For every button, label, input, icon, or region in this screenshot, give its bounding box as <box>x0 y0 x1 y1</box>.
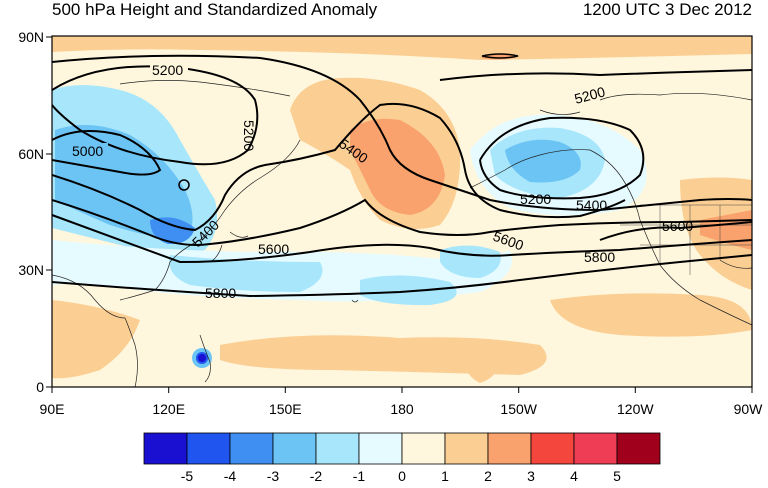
colorbar: -5 -4 -3 -2 -1 0 1 2 3 4 5 <box>143 432 661 484</box>
anomaly-region-positive-strong <box>350 118 445 215</box>
lon-tick-label: 90E <box>40 401 65 417</box>
anomaly-region-negative-strongest <box>150 217 195 245</box>
anomaly-region-positive <box>52 300 140 379</box>
contour-label-bg <box>70 143 108 157</box>
contour-label: 5200 <box>520 191 551 207</box>
anomaly-region-negative <box>360 275 457 306</box>
map-title: 500 hPa Height and Standardized Anomaly <box>52 0 378 19</box>
contour-5600-us <box>599 221 752 241</box>
contour-5600 <box>52 198 752 246</box>
coastline <box>539 109 581 115</box>
colorbar-swatch <box>444 432 489 465</box>
anomaly-region-negative <box>169 255 323 292</box>
contour-5600-south <box>52 214 752 264</box>
anomaly-region-positive <box>550 293 752 337</box>
colorbar-swatch <box>143 432 188 465</box>
contour-label: 5800 <box>205 285 236 301</box>
contour-5000 <box>52 130 162 176</box>
lon-tick-label: 180 <box>390 401 414 417</box>
colorbar-label: 0 <box>398 468 406 484</box>
contour-label: 5600 <box>258 241 289 257</box>
colorbar-label: -4 <box>224 468 237 484</box>
closed-low <box>178 179 190 191</box>
lat-tick-label: 0 <box>36 379 44 395</box>
lat-tick-label: 60N <box>18 146 44 162</box>
colorbar-swatch <box>401 432 446 465</box>
lat-tick-label: 30N <box>18 262 44 278</box>
colorbar-swatch <box>487 432 532 465</box>
contour-label: 5200 <box>241 120 257 151</box>
contour-label: 5000 <box>72 143 103 159</box>
colorbar-swatch <box>530 432 575 465</box>
colorbar-label: 3 <box>527 468 535 484</box>
colorbar-swatch <box>186 432 231 465</box>
colorbar-label: -1 <box>353 468 366 484</box>
lon-tick-label: 150W <box>500 401 537 417</box>
coastline <box>52 274 138 387</box>
colorbar-label: 4 <box>570 468 578 484</box>
lon-tick-label: 150E <box>269 401 302 417</box>
colorbar-label: 2 <box>484 468 492 484</box>
contour-5200-north <box>439 69 752 81</box>
colorbar-label: -2 <box>310 468 323 484</box>
anomaly-shading <box>52 36 752 383</box>
coastline <box>229 231 249 238</box>
colorbar-label: -3 <box>267 468 280 484</box>
coastline <box>469 149 752 326</box>
lat-axis: 90N 60N 30N 0 <box>18 29 52 395</box>
lat-tick-label: 90N <box>18 29 44 45</box>
contour-label: 5600 <box>662 218 693 234</box>
storm-anomaly <box>198 354 206 362</box>
contour-label-bg <box>150 62 188 76</box>
height-contours <box>52 54 752 298</box>
colorbar-swatch <box>573 432 618 465</box>
contour-label: 5200 <box>573 83 607 107</box>
coastline <box>351 299 359 303</box>
colorbar-swatch <box>315 432 360 465</box>
lon-tick-label: 120E <box>152 401 185 417</box>
contour-5800 <box>52 254 752 298</box>
coastline <box>599 93 752 101</box>
valid-time: 1200 UTC 3 Dec 2012 <box>582 0 752 19</box>
anomaly-region-positive <box>460 340 501 383</box>
colorbar-label: 5 <box>613 468 621 484</box>
anomaly-region-positive <box>52 36 752 60</box>
colorbar-swatch <box>272 432 317 465</box>
coastline <box>119 80 291 97</box>
coastline <box>719 259 752 269</box>
contour-label: 5800 <box>584 249 615 265</box>
lon-axis: 90E 120E 150E 180 150W 120W 90W <box>40 387 764 417</box>
coastline <box>199 334 211 383</box>
colorbar-swatch <box>229 432 274 465</box>
contour-5200-east <box>479 116 645 200</box>
contour-label: 5200 <box>152 62 183 78</box>
contour-5400 <box>52 54 752 212</box>
colorbar-label: -5 <box>181 468 194 484</box>
colorbar-swatch <box>616 432 661 465</box>
lon-tick-label: 120W <box>617 401 654 417</box>
contour-label: 5400 <box>576 197 607 213</box>
contour-arctic <box>481 53 519 59</box>
lon-tick-label: 90W <box>734 401 764 417</box>
colorbar-label: 1 <box>441 468 449 484</box>
contour-5400-core <box>52 102 626 232</box>
colorbar-swatch <box>358 432 403 465</box>
